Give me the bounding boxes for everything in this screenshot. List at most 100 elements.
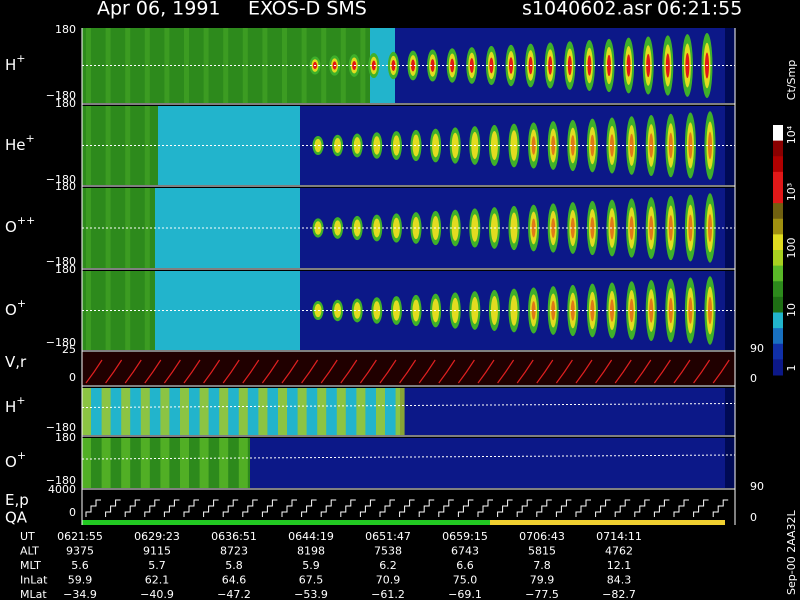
table-cell: 0659:15 bbox=[442, 530, 488, 543]
velocity-trace bbox=[320, 359, 338, 384]
velocity-trace bbox=[261, 359, 279, 384]
velocity-trace bbox=[438, 359, 456, 384]
spectrogram-spike bbox=[570, 135, 575, 156]
table-cell: 62.1 bbox=[145, 574, 170, 587]
spectrogram-spike bbox=[646, 53, 651, 78]
row-header: UT bbox=[20, 530, 35, 543]
panel-label: H+ bbox=[5, 52, 26, 74]
species: H bbox=[5, 398, 16, 416]
velocity-trace bbox=[497, 359, 515, 384]
energy-step bbox=[555, 499, 572, 517]
energy-step bbox=[418, 499, 435, 517]
velocity-trace bbox=[712, 359, 730, 384]
center-line bbox=[81, 454, 736, 460]
charge: ++ bbox=[17, 214, 35, 227]
energy-step bbox=[653, 499, 670, 517]
spectrogram-stripe bbox=[278, 388, 287, 435]
spectrogram-bg bbox=[158, 106, 300, 185]
tick-label: 0 bbox=[750, 372, 757, 385]
energy-step bbox=[399, 499, 415, 517]
energy-step bbox=[124, 499, 141, 517]
energy-step bbox=[281, 499, 297, 517]
velocity-trace bbox=[516, 359, 534, 384]
table-cell: 0629:23 bbox=[134, 530, 180, 543]
energy-step bbox=[536, 499, 552, 517]
energy-step bbox=[634, 499, 650, 517]
energy-step bbox=[144, 499, 160, 517]
energy-step bbox=[438, 499, 454, 517]
spectrogram-spike bbox=[392, 217, 400, 239]
velocity-trace bbox=[536, 359, 554, 384]
charge: + bbox=[16, 52, 25, 65]
spectrogram-spike bbox=[373, 218, 381, 238]
spectrogram-spike bbox=[607, 54, 611, 77]
species: O bbox=[5, 301, 17, 319]
charge: + bbox=[26, 132, 35, 145]
spectrogram-stripe bbox=[242, 28, 248, 103]
spectrogram-stripe bbox=[219, 438, 229, 488]
spectrogram-spike bbox=[590, 134, 595, 157]
spectrogram-stripe bbox=[86, 106, 91, 185]
spectrogram-spike bbox=[373, 301, 381, 320]
spectrogram-spike bbox=[531, 218, 536, 238]
table-cell: 64.6 bbox=[222, 574, 247, 587]
spectrogram-spike bbox=[392, 300, 400, 321]
spectrogram-spike bbox=[353, 219, 361, 237]
velocity-trace bbox=[222, 359, 240, 384]
spectrogram-spike bbox=[531, 136, 536, 155]
velocity-trace bbox=[595, 359, 613, 384]
tick-label: 180 bbox=[55, 431, 76, 444]
energy-step bbox=[85, 499, 101, 517]
energy-step bbox=[457, 499, 474, 517]
spectrogram-stripe bbox=[336, 388, 346, 435]
energy-step bbox=[340, 499, 356, 517]
spectrogram-stripe bbox=[86, 188, 91, 268]
spectrogram-stripe bbox=[219, 388, 229, 435]
energy-step bbox=[712, 499, 729, 517]
table-cell: −82.7 bbox=[602, 588, 636, 600]
table-cell: 5.7 bbox=[148, 559, 166, 572]
spectrogram-stripe bbox=[258, 388, 268, 435]
species: O bbox=[5, 218, 17, 236]
spectrogram-stripe bbox=[105, 271, 111, 350]
spectrogram-spike bbox=[590, 299, 595, 322]
velocity-trace bbox=[359, 359, 377, 384]
spectrogram-spike bbox=[411, 59, 415, 72]
spectrogram-stripe bbox=[105, 188, 111, 268]
table-cell: 5.9 bbox=[302, 559, 320, 572]
spectrogram-spike bbox=[373, 136, 381, 155]
tick-label: 180 bbox=[55, 97, 76, 110]
velocity-trace bbox=[614, 359, 632, 384]
spectrogram-stripe bbox=[238, 438, 248, 488]
spectrogram-spike bbox=[551, 300, 556, 321]
table-cell: 75.0 bbox=[453, 574, 478, 587]
spectrogram-spike bbox=[392, 135, 400, 156]
velocity-trace bbox=[203, 359, 221, 384]
energy-step bbox=[497, 499, 513, 517]
table-cell: 59.9 bbox=[68, 574, 93, 587]
spectrogram-spike bbox=[531, 301, 536, 320]
velocity-trace bbox=[693, 359, 711, 384]
table-cell: −53.9 bbox=[294, 588, 328, 600]
colorbar-cell bbox=[773, 234, 783, 251]
spectrogram-spike bbox=[430, 59, 435, 72]
velocity-trace bbox=[399, 359, 417, 384]
tick-label: 180 bbox=[55, 23, 76, 36]
spectrogram-stripe bbox=[356, 388, 366, 435]
colorbar-label: 10 bbox=[785, 303, 798, 317]
spectrogram-stripe bbox=[238, 388, 248, 435]
spectrogram-spike bbox=[371, 60, 376, 71]
velocity-trace bbox=[634, 359, 652, 384]
header-time: 06:21:55 bbox=[657, 0, 742, 20]
spectrogram-spike bbox=[551, 218, 556, 238]
panel-label: H+ bbox=[5, 394, 26, 416]
table-cell: 0621:55 bbox=[57, 530, 103, 543]
velocity-trace bbox=[418, 359, 436, 384]
panel-label: O+ bbox=[5, 297, 26, 319]
table-cell: −69.1 bbox=[448, 588, 482, 600]
spectrogram-stripe bbox=[105, 28, 111, 103]
velocity-trace bbox=[575, 359, 593, 384]
table-cell: 0644:19 bbox=[288, 530, 334, 543]
tick-label: 0 bbox=[69, 371, 76, 384]
